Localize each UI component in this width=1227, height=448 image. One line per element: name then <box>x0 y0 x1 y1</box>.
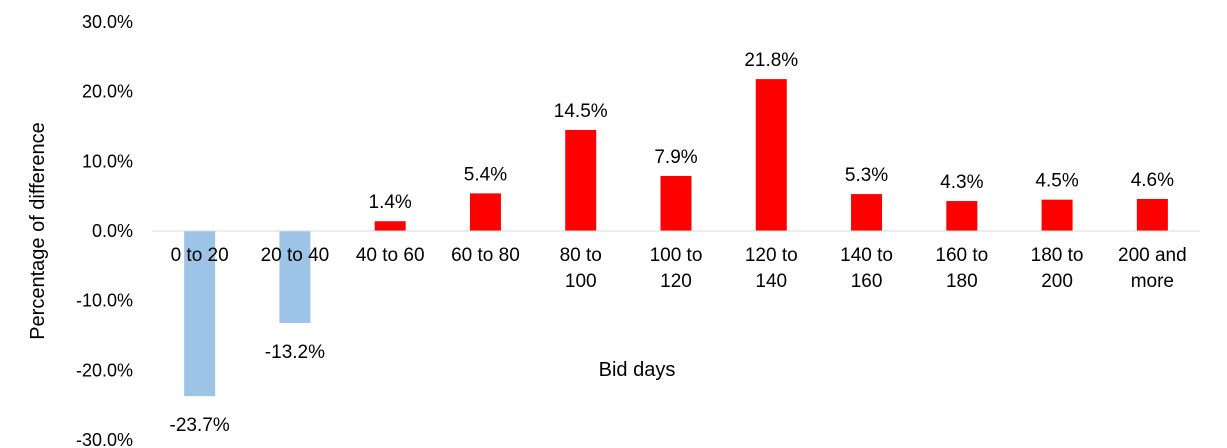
y-tick-label: -30.0% <box>76 430 133 448</box>
category-label-line: 60 to 80 <box>451 245 520 266</box>
category-label: 180 to 200 <box>1031 245 1084 292</box>
category-label-line: 140 to <box>840 245 893 266</box>
category-labels: 0 to 20 20 to 40 40 to 60 60 to 80 80 to 100 1… <box>171 245 1187 292</box>
category-label-line: 200 and <box>1118 245 1187 266</box>
category-label-line: 120 to <box>745 245 798 266</box>
category-label: 80 to 100 <box>560 245 602 292</box>
category-label: 20 to 40 <box>261 245 330 266</box>
bar <box>1136 198 1168 231</box>
category-label: 120 to 140 <box>745 245 798 292</box>
category-label-line: 180 to <box>1031 245 1084 266</box>
category-label-line: 40 to 60 <box>356 245 425 266</box>
y-tick-label: 30.0% <box>82 12 133 32</box>
data-label: 1.4% <box>369 192 412 213</box>
category-label-line: 140 <box>755 271 787 292</box>
category-label: 160 to 180 <box>935 245 988 292</box>
category-label: 40 to 60 <box>356 245 425 266</box>
bars <box>184 79 1168 397</box>
x-axis-title: Bid days <box>599 359 676 381</box>
category-label-line: 20 to 40 <box>261 245 330 266</box>
y-axis-ticks: 30.0% 20.0% 10.0% 0.0% -10.0% -20.0% -30.0% <box>76 12 133 448</box>
bar <box>565 129 597 231</box>
data-label: -23.7% <box>170 415 230 436</box>
category-label-line: more <box>1131 271 1174 292</box>
category-label: 60 to 80 <box>451 245 520 266</box>
category-label: 140 to 160 <box>840 245 893 292</box>
y-tick-label: 20.0% <box>82 82 133 102</box>
y-tick-label: -10.0% <box>76 291 133 311</box>
bar <box>279 231 311 323</box>
data-labels: -23.7% -13.2% 1.4% 5.4% 14.5% 7.9% 21.8% 5.3% 4.… <box>170 50 1175 436</box>
category-label-line: 180 <box>946 271 978 292</box>
category-label-line: 120 <box>660 271 692 292</box>
category-label-line: 200 <box>1041 271 1073 292</box>
category-label-line: 0 to 20 <box>171 245 229 266</box>
data-label: 4.6% <box>1131 170 1174 191</box>
data-label: 5.4% <box>464 164 507 185</box>
category-label-line: 160 to <box>935 245 988 266</box>
category-label: 100 to 120 <box>650 245 703 292</box>
y-axis-title: Percentage of difference <box>27 122 49 340</box>
data-label: -13.2% <box>265 342 325 363</box>
bar <box>469 193 501 231</box>
y-tick-label: 0.0% <box>92 221 133 241</box>
bar <box>755 79 787 231</box>
category-label: 200 and more <box>1118 245 1187 292</box>
category-label-line: 100 <box>565 271 597 292</box>
bar <box>946 201 978 231</box>
data-label: 14.5% <box>554 101 608 122</box>
bar <box>660 175 692 231</box>
y-tick-label: 10.0% <box>82 151 133 171</box>
category-label-line: 100 to <box>650 245 703 266</box>
bar <box>374 221 406 231</box>
data-label: 4.3% <box>940 172 983 193</box>
category-label: 0 to 20 <box>171 245 229 266</box>
category-label-line: 160 <box>851 271 883 292</box>
y-tick-label: -20.0% <box>76 360 133 380</box>
data-label: 21.8% <box>744 50 798 71</box>
bar <box>184 231 216 397</box>
bar <box>1041 199 1073 231</box>
data-label: 7.9% <box>654 147 697 168</box>
data-label: 5.3% <box>845 165 888 186</box>
data-label: 4.5% <box>1035 171 1078 192</box>
category-label-line: 80 to <box>560 245 602 266</box>
bar <box>851 194 883 231</box>
